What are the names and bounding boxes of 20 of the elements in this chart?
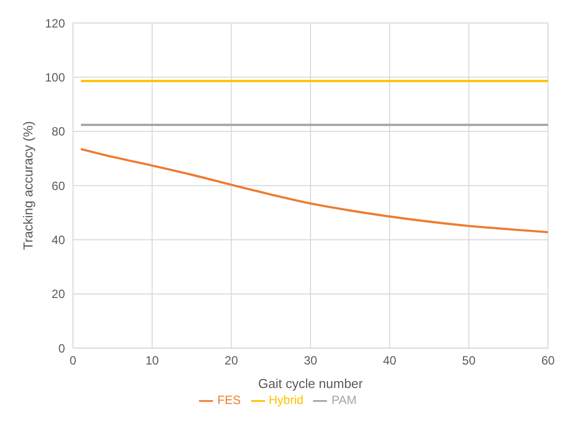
x-tick-label: 50 <box>462 354 476 368</box>
y-tick-label: 80 <box>52 124 66 139</box>
y-tick-label: 20 <box>52 287 66 302</box>
y-tick-label: 60 <box>52 178 66 193</box>
y-tick-label: 120 <box>44 16 66 30</box>
legend-label: FES <box>217 393 241 408</box>
x-tick-label: 30 <box>304 354 318 368</box>
x-tick-label: 10 <box>145 354 160 368</box>
x-tick-label: 40 <box>382 354 397 368</box>
y-tick-label: 0 <box>58 341 66 356</box>
x-tick-label: 20 <box>224 354 238 368</box>
line-series <box>80 148 548 234</box>
legend-label: Hybrid <box>268 393 304 408</box>
x-tick-label: 0 <box>70 354 77 368</box>
legend-label: PAM <box>331 393 357 408</box>
x-axis-title: Gait cycle number <box>258 376 364 392</box>
y-axis-title: Tracking accuracy (%) <box>20 121 36 250</box>
y-tick-label: 40 <box>52 233 66 248</box>
y-tick-label: 100 <box>44 70 66 84</box>
x-tick-label: 60 <box>541 354 555 368</box>
